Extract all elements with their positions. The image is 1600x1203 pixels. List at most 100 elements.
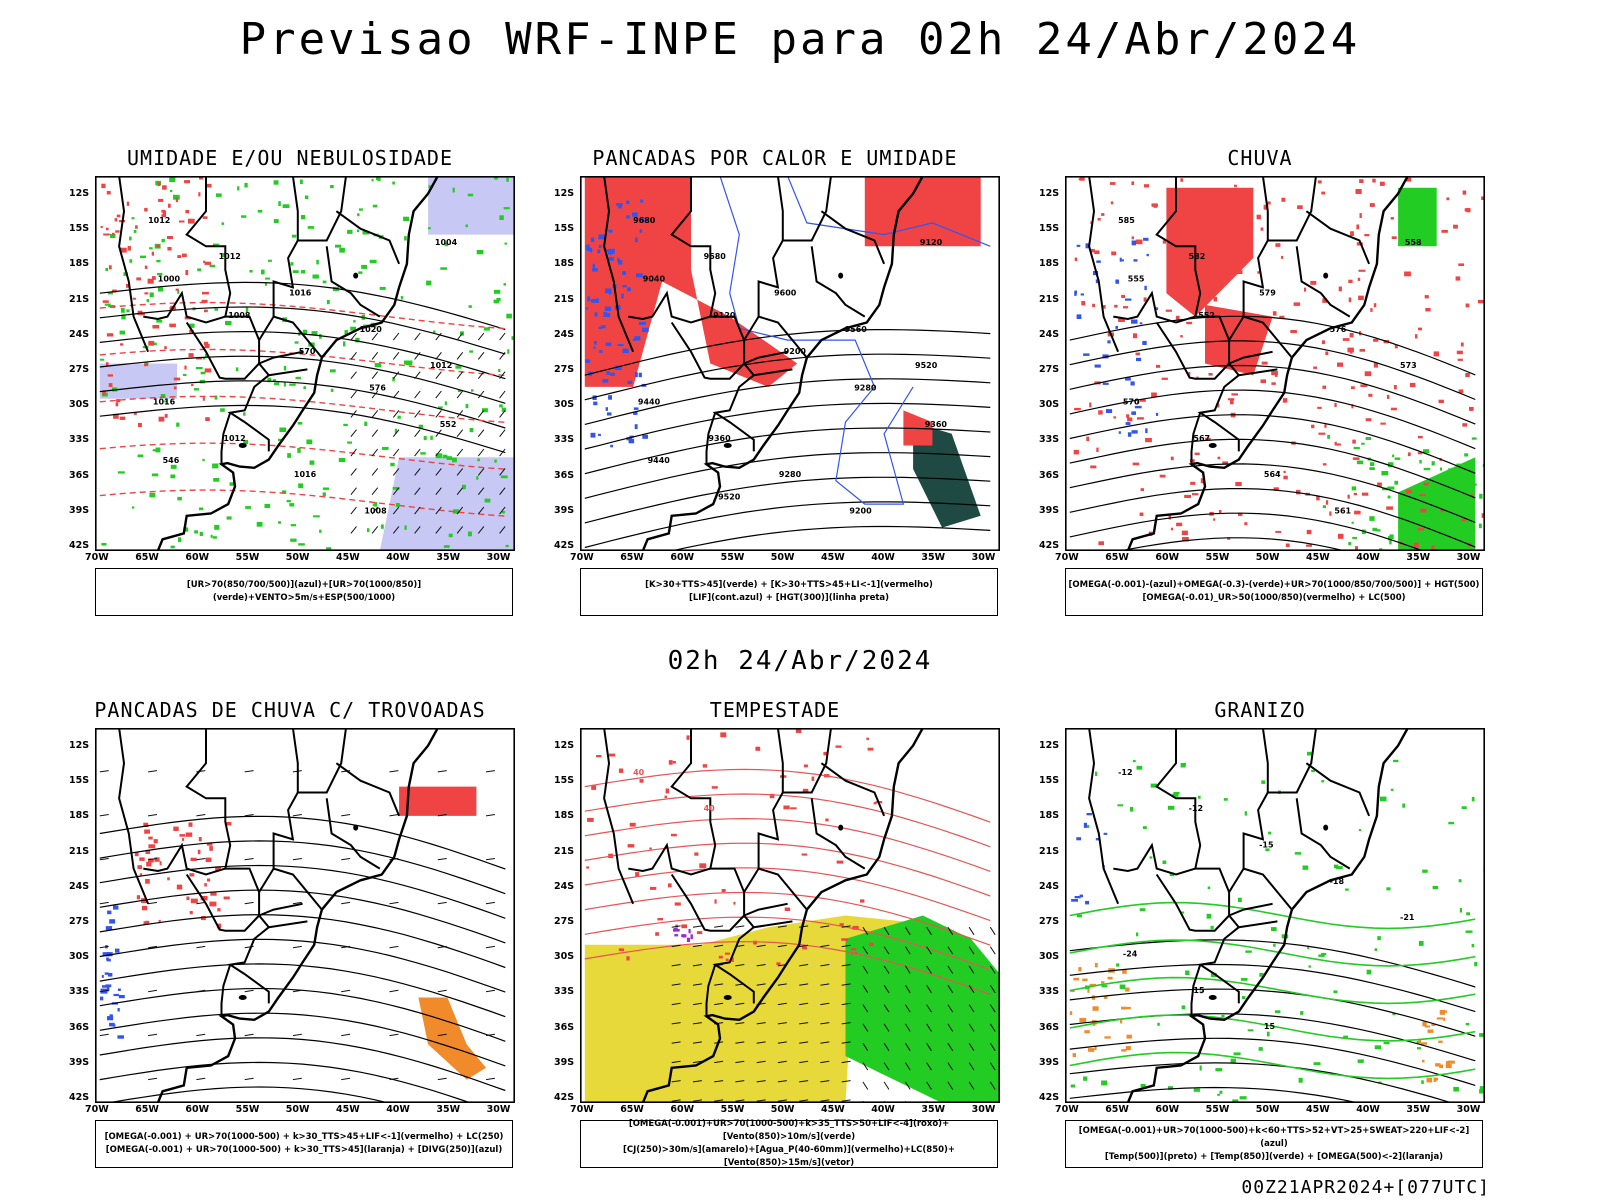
field-speckle [355, 337, 360, 343]
field-speckle [202, 216, 208, 219]
caption-line: [Temp(500)](preto) + [Temp(850)](verde) … [1104, 1151, 1444, 1162]
political-border [810, 246, 866, 318]
field-speckle [226, 516, 232, 520]
temperature-contour [1069, 976, 1476, 1005]
field-speckle [1456, 350, 1463, 355]
wind-arrow [485, 1033, 495, 1037]
field-speckle [277, 438, 284, 442]
dashed-contour [99, 489, 506, 517]
field-speckle [1448, 468, 1451, 472]
field-speckle [507, 349, 510, 354]
wind-arrow [341, 770, 351, 773]
field-speckle [635, 237, 638, 243]
field-speckle [1361, 492, 1369, 496]
panel-title: PANCADAS DE CHUVA C/ TROVOADAS [94, 698, 486, 722]
temperature-contour [1069, 939, 1476, 967]
field-speckle [139, 312, 145, 316]
field-speckle [1479, 493, 1483, 499]
wind-arrow [292, 901, 302, 905]
field-speckle [109, 919, 116, 924]
field-speckle [1440, 467, 1442, 471]
map-frame [580, 176, 1000, 551]
political-border [1155, 873, 1230, 932]
latitude-tick-label: 24S [1039, 880, 1060, 892]
field-speckle [753, 940, 757, 945]
political-border [325, 246, 381, 318]
field-speckle [1136, 765, 1143, 770]
field-speckle [608, 257, 614, 261]
field-speckle [1357, 277, 1361, 281]
field-speckle [1206, 913, 1212, 919]
field-speckle [657, 918, 663, 921]
field-speckle [1458, 263, 1464, 266]
wind-arrow [392, 468, 400, 476]
field-speckle [245, 307, 249, 313]
wind-arrow [904, 926, 911, 936]
field-speckle [1372, 527, 1378, 531]
field-speckle [161, 238, 165, 243]
coastline [1126, 176, 1409, 551]
field-speckle [1479, 1086, 1484, 1091]
contour-line [1069, 1086, 1362, 1103]
field-speckle [1231, 393, 1238, 396]
field-speckle [1207, 886, 1211, 890]
field-speckle [1210, 972, 1217, 977]
field-speckle [1365, 418, 1372, 422]
field-speckle [593, 401, 598, 406]
latitude-tick-label: 36S [1039, 1021, 1060, 1033]
contour-label: 1000 [158, 275, 181, 284]
field-area [584, 915, 914, 1103]
wind-arrow [414, 351, 421, 360]
field-speckle [369, 259, 377, 264]
field-speckle [101, 975, 104, 978]
field-speckle [1348, 542, 1352, 546]
field-speckle [1273, 487, 1279, 491]
field-speckle [203, 341, 209, 345]
field-speckle [264, 503, 271, 508]
wind-arrow [947, 926, 954, 936]
field-speckle [222, 253, 225, 257]
wind-arrow [671, 964, 681, 967]
longitude-tick-label: 50W [285, 552, 310, 563]
field-speckle [367, 528, 370, 533]
field-speckle [1137, 401, 1140, 404]
wind-arrow [341, 901, 351, 905]
political-border [705, 964, 717, 1017]
contour-line [1069, 988, 1476, 1037]
wind-arrow [485, 770, 495, 773]
field-speckle [167, 877, 170, 881]
panel-caption: [OMEGA(-0.001)-(azul)+OMEGA(-0.3)-(verde… [1065, 568, 1483, 616]
caption-line: [OMEGA(-0.001)+UR>70(1000-500)+k<60+TTS>… [1078, 1125, 1470, 1149]
contour-line [99, 355, 506, 404]
field-speckle [343, 341, 346, 347]
field-speckle [1425, 308, 1431, 312]
field-speckle [674, 934, 679, 937]
wind-arrow [148, 945, 158, 949]
field-speckle [1239, 1096, 1247, 1100]
field-speckle [1329, 511, 1332, 516]
contour-label: 1016 [289, 289, 312, 298]
field-speckle [626, 956, 630, 961]
field-speckle [585, 244, 590, 250]
field-area [379, 457, 515, 551]
field-speckle [1217, 456, 1221, 460]
field-speckle [107, 292, 113, 295]
field-speckle [326, 299, 330, 305]
field-speckle [209, 264, 216, 268]
field-speckle [682, 934, 687, 938]
field-speckle [1121, 1049, 1127, 1052]
field-speckle [199, 176, 204, 180]
field-speckle [1436, 1017, 1444, 1020]
field-speckle [617, 344, 624, 347]
wind-arrow [435, 448, 442, 457]
field-speckle [1198, 795, 1201, 799]
field-speckle [1457, 358, 1463, 361]
wind-arrow [968, 984, 975, 994]
field-speckle [1419, 494, 1426, 497]
field-speckle [1322, 385, 1327, 389]
contour-line [99, 1012, 506, 1067]
field-speckle [279, 427, 287, 433]
field-speckle [1220, 188, 1223, 194]
political-border [1155, 321, 1230, 380]
field-speckle [178, 537, 182, 542]
